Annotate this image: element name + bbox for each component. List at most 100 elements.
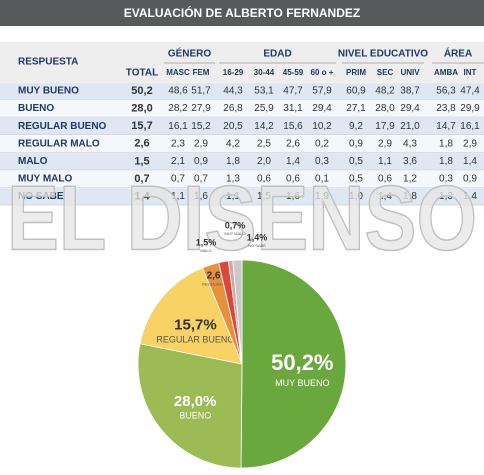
slice-category-label: MUY BUENO [275, 378, 329, 388]
row-label: REGULAR MALO [18, 138, 100, 149]
slice-value-label: 0,7% [225, 220, 246, 230]
cell: 26,8 [223, 103, 243, 114]
cell: 4,2 [226, 138, 240, 149]
slice-category-label: MALO [200, 248, 211, 253]
column-header: 45-59 [283, 68, 304, 77]
answer-header: RESPUESTA [18, 57, 78, 68]
cell: 0,7 [171, 174, 185, 185]
cell: 44,3 [223, 86, 243, 97]
cell: 0,6 [257, 174, 271, 185]
group-header: GÉNERO [168, 47, 212, 60]
column-header: PRIM [346, 68, 366, 77]
group-header: NIVEL EDUCATIVO [338, 49, 428, 60]
cell: 4,3 [403, 138, 417, 149]
cell: 57,9 [312, 86, 332, 97]
slice-category-label: REGULAR BUENO [156, 334, 234, 344]
cell: 2,5 [257, 138, 271, 149]
column-header: 30-44 [254, 68, 275, 77]
cell: 0,3 [439, 174, 453, 185]
slice-value-label: 1,4% [247, 232, 268, 242]
cell: 28,0 [375, 103, 395, 114]
column-header: MASC [166, 68, 190, 77]
column-header: FEM [193, 68, 210, 77]
row-bg [0, 117, 484, 135]
total-cell: 1,4 [134, 191, 150, 203]
row-label: BUENO [18, 103, 54, 114]
slice-category-label: MUY MALO [224, 231, 245, 236]
row-bg [0, 170, 484, 188]
row-bg [0, 135, 484, 153]
table-header-bg [0, 42, 484, 82]
cell: 29,4 [400, 103, 420, 114]
cell: 23,8 [436, 103, 456, 114]
pie-slice [240, 259, 347, 469]
cell: 2,9 [378, 138, 392, 149]
cell: 9,2 [349, 121, 363, 132]
cell: 17,9 [375, 121, 395, 132]
cell: 1,3 [226, 174, 240, 185]
total-cell: 15,7 [131, 120, 152, 132]
cell: 1,4 [463, 191, 477, 202]
cell: 1,1 [378, 156, 392, 167]
cell: 60,9 [346, 86, 366, 97]
slice-value-label: 15,7% [174, 317, 217, 334]
pie-slice [232, 259, 243, 365]
cell: 0,9 [194, 156, 208, 167]
cell: 3,6 [403, 156, 417, 167]
cell: 0,5 [349, 156, 363, 167]
group-header: ÁREA [444, 47, 472, 60]
cell: 27,9 [191, 103, 211, 114]
cell: 1,9 [315, 191, 329, 202]
slice-category-label: BUENO [179, 411, 211, 421]
cell: 28,2 [168, 103, 188, 114]
cell: 20,5 [223, 121, 243, 132]
cell: 0,5 [349, 174, 363, 185]
slice-value-label: 2,6% [207, 271, 230, 282]
pie-slice [137, 343, 243, 469]
column-header: INT [464, 68, 477, 77]
watermark: EL DISENSO [7, 167, 477, 269]
row-label: REGULAR BUENO [18, 121, 107, 132]
cell: 14,2 [254, 121, 274, 132]
cell: 29,9 [460, 103, 480, 114]
total-header: TOTAL [126, 68, 158, 79]
column-header: AMBA [434, 68, 458, 77]
row-label: MALO [18, 156, 48, 167]
row-bg [0, 188, 484, 206]
total-cell: 2,6 [134, 138, 149, 150]
cell: 1,6 [286, 191, 300, 202]
cell: 1,2 [403, 174, 417, 185]
cell: 21,0 [400, 121, 420, 132]
cell: 2,3 [171, 138, 185, 149]
cell: 1,5 [257, 191, 271, 202]
pie-slice [139, 267, 243, 365]
title: EVALUACIÓN DE ALBERTO FERNANDEZ [124, 5, 360, 20]
cell: 1,8 [226, 156, 240, 167]
cell: 53,1 [254, 86, 274, 97]
cell: 2,1 [171, 156, 185, 167]
cell: 38,7 [400, 86, 420, 97]
slice-category-label: REGULAR MALO [202, 282, 234, 287]
cell: 0,6 [286, 174, 300, 185]
title-bar [0, 0, 484, 26]
cell: 10,2 [312, 121, 332, 132]
cell: 16,1 [168, 121, 188, 132]
slice-category-label: NO SABE [248, 243, 266, 248]
cell: 1,4 [378, 191, 392, 202]
row-bg [0, 82, 484, 100]
total-cell: 0,7 [134, 173, 149, 185]
row-bg [0, 152, 484, 170]
row-label: NO SABE [18, 191, 64, 202]
cell: 29,4 [312, 103, 332, 114]
slice-value-label: 1,5% [196, 237, 217, 247]
cell: 2,9 [194, 138, 208, 149]
cell: 1,8 [439, 138, 453, 149]
cell: 1,1 [226, 191, 240, 202]
cell: 1,0 [349, 191, 363, 202]
column-header: UNIV [400, 68, 420, 77]
cell: 14,7 [436, 121, 456, 132]
column-header: SEC [377, 68, 394, 77]
cell: 2,0 [257, 156, 271, 167]
row-label: MUY BUENO [18, 86, 79, 97]
